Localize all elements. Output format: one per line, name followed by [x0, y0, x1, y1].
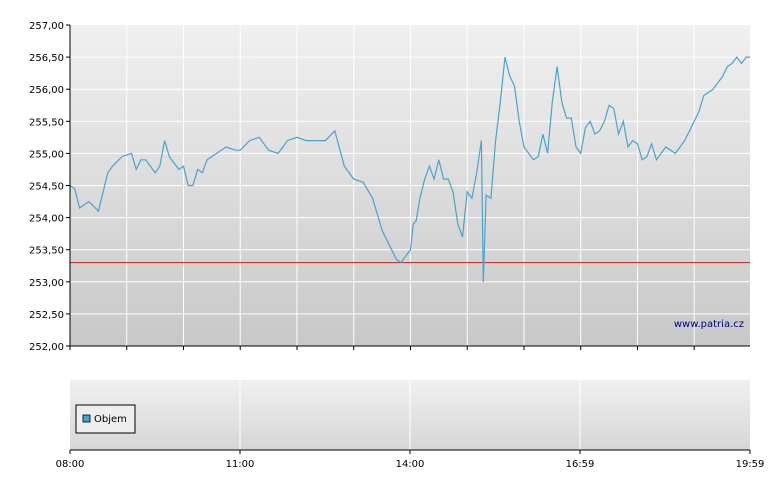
- y-tick-label: 256,50: [29, 53, 64, 64]
- y-tick-label: 252,00: [29, 342, 64, 353]
- volume-chart: 08:00 11:00 14:00 16:59 19:59 Objem: [56, 380, 765, 470]
- y-tick-label: 252,50: [29, 310, 64, 321]
- y-tick-label: 256,00: [29, 85, 64, 96]
- volume-x-ticks: 08:00 11:00 14:00 16:59 19:59: [56, 450, 765, 470]
- price-y-axis: 257,00 256,50 256,00 255,50 255,00 254,50 254,…: [29, 21, 70, 353]
- volume-legend: Objem: [75, 404, 136, 434]
- y-tick-label: 255,00: [29, 149, 64, 160]
- price-chart: 257,00 256,50 256,00 255,50 255,00 254,50 254,…: [29, 21, 750, 353]
- x-tick-label: 19:59: [736, 459, 765, 470]
- y-tick-label: 255,50: [29, 117, 64, 128]
- y-tick-label: 257,00: [29, 21, 64, 32]
- x-tick-label: 08:00: [56, 459, 85, 470]
- watermark: www.patria.cz: [674, 319, 744, 330]
- price-x-ticks: [69, 346, 695, 350]
- price-line: [69, 56, 750, 282]
- x-tick-label: 11:00: [226, 459, 255, 470]
- legend-label-objem: Objem: [94, 414, 127, 425]
- y-tick-label: 253,00: [29, 278, 64, 289]
- y-tick-label: 254,00: [29, 214, 64, 225]
- y-tick-label: 253,50: [29, 246, 64, 257]
- x-tick-label: 16:59: [566, 459, 595, 470]
- legend-swatch: [82, 414, 91, 423]
- x-tick-label: 14:00: [396, 459, 425, 470]
- volume-grid: [239, 380, 581, 450]
- y-tick-label: 254,50: [29, 182, 64, 193]
- price-grid: [70, 25, 750, 346]
